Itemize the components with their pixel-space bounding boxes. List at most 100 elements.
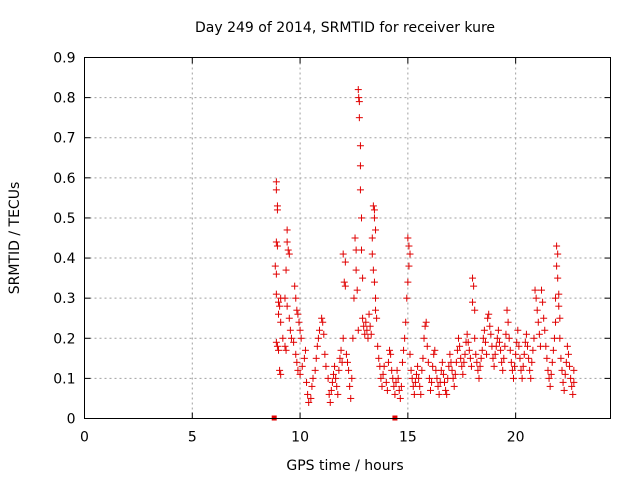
y-tick-label: 0.7	[53, 131, 75, 147]
data-point	[494, 326, 502, 334]
data-point	[394, 374, 402, 382]
data-point	[478, 346, 486, 354]
y-tick-label: 0.2	[53, 331, 75, 347]
data-point	[398, 358, 406, 366]
data-point	[471, 306, 479, 314]
data-point	[556, 334, 564, 342]
data-point	[549, 346, 557, 354]
data-point	[315, 326, 323, 334]
data-point	[361, 330, 369, 338]
data-point	[538, 286, 546, 294]
data-point	[272, 178, 280, 186]
data-point	[293, 306, 301, 314]
data-point	[527, 374, 535, 382]
data-point	[276, 302, 284, 310]
data-point	[426, 386, 434, 394]
data-point	[403, 294, 411, 302]
data-point	[386, 346, 394, 354]
data-point	[416, 382, 424, 390]
data-point	[459, 370, 467, 378]
y-axis-label: SRMTID / TECUs	[7, 182, 23, 295]
data-point	[476, 362, 484, 370]
data-point	[547, 370, 555, 378]
ticks-layer: 0 0.1 0.2 0.3 0.4 0.5 0.6 0.7 0.8 0.9 0 5 10 15 20	[53, 51, 611, 446]
data-point	[451, 370, 459, 378]
data-point	[460, 358, 468, 366]
data-point	[272, 338, 280, 346]
x-tick-label: 10	[291, 430, 309, 446]
data-point	[298, 362, 306, 370]
data-point	[390, 382, 398, 390]
data-point	[368, 250, 376, 258]
data-point	[333, 382, 341, 390]
y-tick-label: 0.3	[53, 291, 75, 307]
data-point	[300, 354, 308, 362]
data-point	[423, 342, 431, 350]
data-point	[275, 310, 283, 318]
data-point	[503, 306, 511, 314]
data-point	[294, 310, 302, 318]
data-point	[332, 374, 340, 382]
data-point	[372, 226, 380, 234]
data-point	[446, 350, 454, 358]
data-point	[492, 342, 500, 350]
y-tick-label: 0.5	[53, 211, 75, 227]
data-point	[285, 250, 293, 258]
data-point	[470, 282, 478, 290]
data-point	[554, 274, 562, 282]
data-point	[408, 374, 416, 382]
data-point	[508, 366, 516, 374]
data-point	[351, 234, 359, 242]
data-point	[417, 390, 425, 398]
data-point	[344, 358, 351, 366]
x-tick-label: 5	[188, 430, 197, 446]
data-point	[570, 366, 578, 374]
data-point	[367, 330, 375, 338]
data-point	[481, 338, 489, 346]
data-point	[372, 294, 380, 302]
data-point	[558, 366, 566, 374]
data-point	[358, 246, 366, 254]
data-point	[405, 262, 413, 270]
data-point	[352, 266, 360, 274]
data-point	[552, 294, 560, 302]
data-point	[354, 86, 362, 94]
data-point	[484, 314, 492, 322]
data-points	[271, 86, 578, 421]
data-point	[348, 374, 356, 382]
data-point	[502, 330, 510, 338]
data-point	[318, 314, 326, 322]
data-point	[513, 338, 521, 346]
data-point	[530, 334, 538, 342]
data-point	[563, 342, 571, 350]
data-point	[515, 342, 523, 350]
data-point	[365, 310, 373, 318]
data-point	[275, 346, 283, 354]
data-point	[556, 314, 564, 322]
data-point	[473, 358, 481, 366]
data-point	[562, 358, 570, 366]
data-point	[463, 330, 471, 338]
data-point	[570, 378, 578, 386]
data-point	[511, 362, 519, 370]
data-point	[272, 290, 280, 298]
data-point	[407, 366, 415, 374]
data-point	[531, 286, 539, 294]
data-point	[505, 334, 513, 342]
data-point	[359, 274, 367, 282]
data-point	[559, 378, 567, 386]
data-point	[297, 334, 305, 342]
data-point	[545, 374, 553, 382]
data-point	[284, 246, 292, 254]
data-point	[532, 294, 540, 302]
data-point	[485, 310, 493, 318]
data-point	[337, 346, 345, 354]
data-point	[517, 366, 525, 374]
data-point	[429, 362, 437, 370]
data-point	[498, 358, 506, 366]
data-point	[339, 250, 347, 258]
data-point	[546, 382, 554, 390]
data-point	[490, 362, 498, 370]
data-point	[466, 354, 474, 362]
data-point	[273, 206, 281, 214]
